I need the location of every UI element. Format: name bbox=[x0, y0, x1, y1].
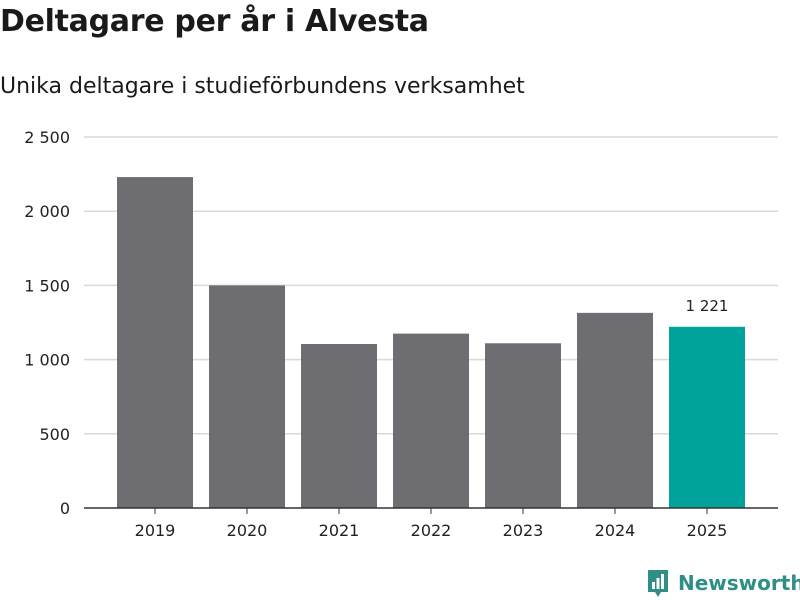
chart-subtitle: Unika deltagare i studieförbundens verks… bbox=[0, 74, 525, 99]
y-axis-ticks: 0 500 1 000 1 500 2 000 2 500 bbox=[24, 128, 70, 518]
y-tick-label: 1 000 bbox=[24, 351, 70, 370]
bar-2024 bbox=[577, 312, 653, 508]
y-tick-label: 0 bbox=[60, 499, 70, 518]
x-tick-label: 2019 bbox=[135, 521, 176, 540]
x-tick-label: 2021 bbox=[319, 521, 360, 540]
bars bbox=[117, 177, 745, 508]
x-tick-label: 2024 bbox=[595, 521, 636, 540]
data-label-2025: 1 221 bbox=[686, 297, 729, 315]
y-tick-label: 500 bbox=[39, 425, 70, 444]
bar-2025 bbox=[669, 326, 745, 508]
brand-name: Newsworthy bbox=[678, 571, 800, 595]
y-tick-label: 2 500 bbox=[24, 128, 70, 147]
bar-2021 bbox=[301, 344, 377, 508]
x-tick-label: 2023 bbox=[503, 521, 544, 540]
bar-2020 bbox=[209, 285, 285, 508]
bar-2019 bbox=[117, 177, 193, 508]
brand-logo: Newsworthy bbox=[646, 568, 800, 598]
x-axis-ticks: 2019 2020 2021 2022 2023 2024 2025 bbox=[84, 507, 778, 540]
x-tick-label: 2020 bbox=[227, 521, 268, 540]
y-tick-label: 1 500 bbox=[24, 276, 70, 295]
data-labels: 1 221 bbox=[686, 297, 729, 315]
bar-2023 bbox=[485, 343, 561, 508]
x-tick-label: 2022 bbox=[411, 521, 452, 540]
newsworthy-logo-icon bbox=[648, 570, 668, 597]
chart-title: Deltagare per år i Alvesta bbox=[0, 4, 429, 39]
y-tick-label: 2 000 bbox=[24, 202, 70, 221]
x-tick-label: 2025 bbox=[687, 521, 728, 540]
bar-2022 bbox=[393, 333, 469, 508]
